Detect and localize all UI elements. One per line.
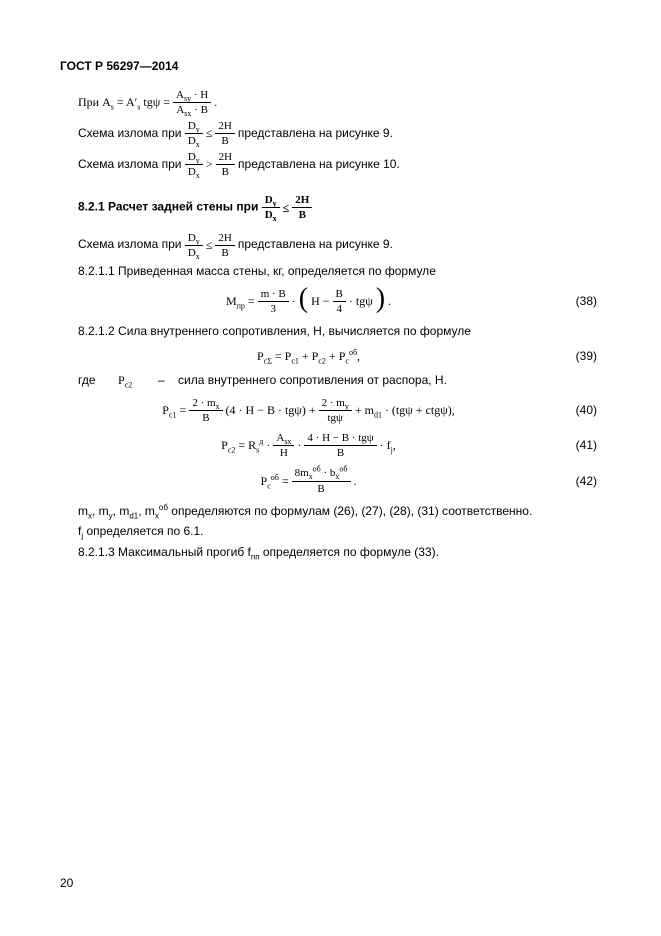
equation-42: Pcоб = 8mxоб · bxобB . (42) [60,467,601,494]
doc-header: ГОСТ Р 56297—2014 [60,58,601,75]
para-2: Схема излома при DyDx ≤ 2HB представлена… [60,120,601,147]
eqnum-42: (42) [557,473,601,490]
para-8: fj определяется по 6.1. [60,523,601,540]
page-number: 20 [60,875,73,892]
para-7: mx, my, md1, mxоб определяются по формул… [60,503,601,520]
equation-41: Pc2 = Rsд · AsxH · 4 · H − B · tgψB · fj… [60,432,601,459]
para-6: 8.2.1.2 Сила внутреннего сопротивления, … [60,323,601,340]
para-9: 8.2.1.3 Максимальный прогиб fпп определя… [60,544,601,561]
para-3: Схема излома при DyDx > 2HB представлена… [60,151,601,178]
eqnum-40: (40) [557,402,601,419]
equation-40: Pc1 = 2 · mxB (4 · H − B · tgψ) + 2 · my… [60,397,601,424]
equation-39: PcΣ = Pc1 + Pc2 + Pcоб, (39) [60,348,601,365]
para-1: При As = A′s tgψ = Asy · HAsx · B . [60,89,601,116]
eqnum-38: (38) [557,293,601,310]
subsection-8-2-1: 8.2.1 Расчет задней стены при DyDx ≤ 2HB [60,194,601,221]
eqnum-41: (41) [557,437,601,454]
para-4: Схема излома при DyDx ≤ 2HB представлена… [60,232,601,259]
equation-38: Mпр = m · B3 · ( H − B4 · tgψ ) . (38) [60,288,601,315]
eqnum-39: (39) [557,348,601,365]
where-Pc2: где Pc2 – сила внутреннего сопротивления… [60,372,601,389]
para-5: 8.2.1.1 Приведенная масса стены, кг, опр… [60,263,601,280]
